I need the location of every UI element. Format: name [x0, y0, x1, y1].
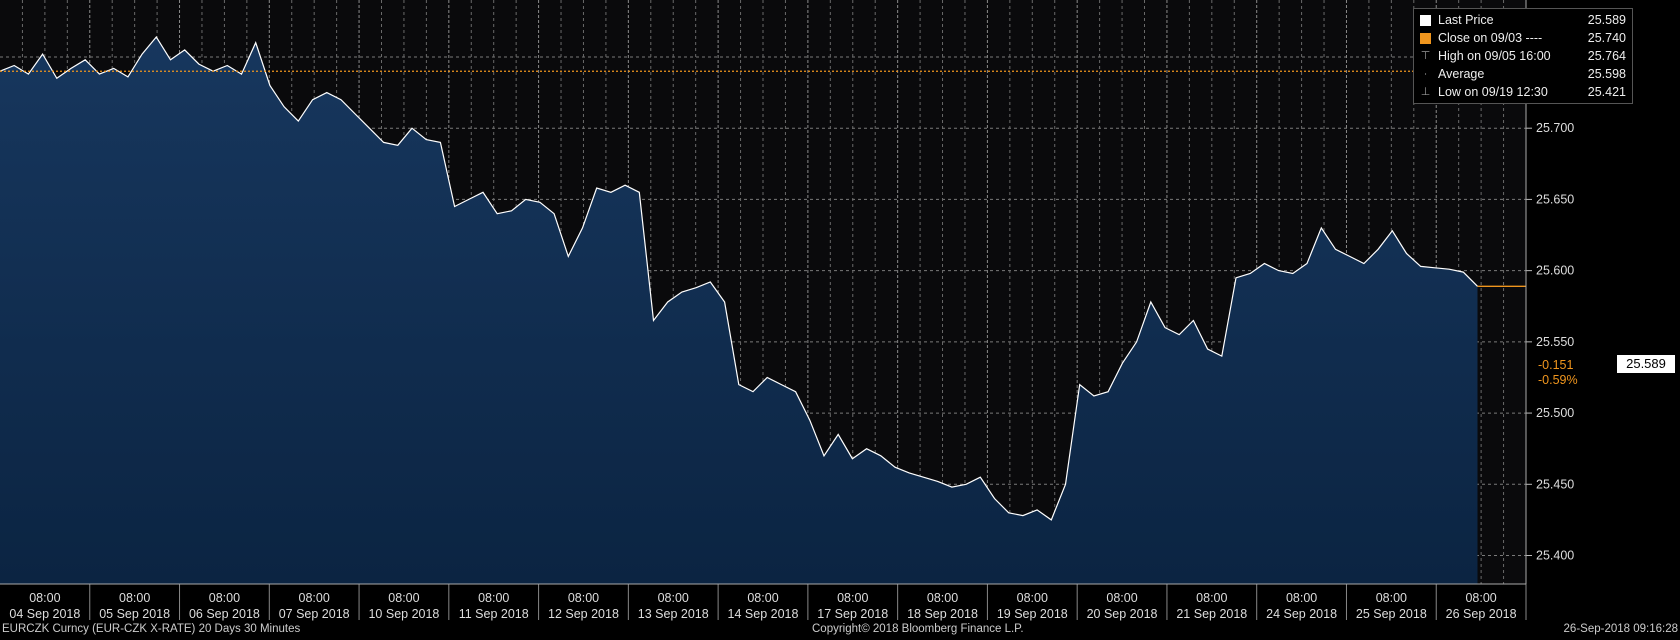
- x-tick-time: 08:00: [1465, 591, 1496, 605]
- x-tick-time: 08:00: [568, 591, 599, 605]
- x-tick-time: 08:00: [658, 591, 689, 605]
- x-tick-time: 08:00: [119, 591, 150, 605]
- x-tick-day: 07 Sep 2018: [279, 607, 350, 621]
- legend-item-last-price: Last Price 25.589: [1420, 13, 1626, 28]
- legend-item-high: ⊤ High on 09/05 16:00 25.764: [1420, 49, 1626, 64]
- legend-label: Average: [1438, 67, 1485, 81]
- change-absolute: -0.151: [1538, 358, 1574, 372]
- x-tick-day: 06 Sep 2018: [189, 607, 260, 621]
- legend-label: Last Price: [1438, 13, 1494, 27]
- x-tick-time: 08:00: [29, 591, 60, 605]
- legend-label: Low on 09/19 12:30: [1438, 85, 1548, 99]
- orange-square-icon: [1420, 33, 1431, 44]
- legend-item-low: ⊥ Low on 09/19 12:30 25.421: [1420, 85, 1626, 100]
- x-tick-time: 08:00: [927, 591, 958, 605]
- x-tick-time: 08:00: [837, 591, 868, 605]
- average-icon: ∙: [1423, 68, 1428, 80]
- x-tick-day: 13 Sep 2018: [638, 607, 709, 621]
- legend-label: Close on 09/03 ----: [1438, 31, 1543, 45]
- x-tick-day: 19 Sep 2018: [997, 607, 1068, 621]
- x-tick-day: 17 Sep 2018: [817, 607, 888, 621]
- high-icon: ⊤: [1420, 50, 1431, 62]
- white-square-icon: [1420, 15, 1431, 26]
- x-tick-day: 21 Sep 2018: [1176, 607, 1247, 621]
- x-tick-day: 05 Sep 2018: [99, 607, 170, 621]
- price-area-fill: [0, 37, 1478, 584]
- x-tick-time: 08:00: [1286, 591, 1317, 605]
- x-tick-day: 26 Sep 2018: [1446, 607, 1517, 621]
- reference-line: [0, 70, 1526, 287]
- price-area: [0, 35, 1478, 584]
- legend-item-average: ∙ Average 25.598: [1420, 67, 1626, 82]
- y-tick-label: 25.700: [1536, 121, 1574, 135]
- legend-item-close: Close on 09/03 ---- 25.740: [1420, 31, 1626, 46]
- x-tick-time: 08:00: [388, 591, 419, 605]
- low-icon: ⊥: [1420, 86, 1431, 98]
- footer-copyright: Copyright© 2018 Bloomberg Finance L.P.: [812, 623, 1024, 635]
- x-tick-day: 11 Sep 2018: [459, 607, 529, 621]
- y-tick-label: 25.500: [1536, 406, 1574, 420]
- legend-value: 25.421: [1587, 85, 1626, 99]
- x-tick-time: 08:00: [1196, 591, 1227, 605]
- y-tick-label: 25.450: [1536, 477, 1574, 491]
- x-tick-day: 12 Sep 2018: [548, 607, 619, 621]
- x-tick-day: 20 Sep 2018: [1087, 607, 1158, 621]
- x-tick-day: 18 Sep 2018: [907, 607, 978, 621]
- footer-security: EURCZK Curncy (EUR-CZK X-RATE) 20 Days 3…: [2, 623, 301, 635]
- legend-value: 25.598: [1587, 67, 1626, 81]
- x-tick-day: 24 Sep 2018: [1266, 607, 1337, 621]
- x-tick-time: 08:00: [478, 591, 509, 605]
- x-tick-day: 14 Sep 2018: [728, 607, 799, 621]
- x-tick-day: 04 Sep 2018: [9, 607, 80, 621]
- x-tick-time: 08:00: [1106, 591, 1137, 605]
- y-tick-label: 25.600: [1536, 264, 1574, 278]
- legend-value: 25.764: [1587, 49, 1626, 63]
- legend-value: 25.740: [1587, 31, 1626, 45]
- last-price-tag: 25.589: [1617, 355, 1675, 373]
- footer-timestamp: 26-Sep-2018 09:16:28: [1563, 623, 1678, 635]
- change-percent: -0.59%: [1538, 373, 1578, 387]
- y-tick-label: 25.550: [1536, 335, 1574, 349]
- y-tick-label: 25.400: [1536, 549, 1574, 563]
- x-tick-day: 10 Sep 2018: [368, 607, 439, 621]
- x-tick-time: 08:00: [747, 591, 778, 605]
- y-tick-label: 25.650: [1536, 192, 1574, 206]
- legend-label: High on 09/05 16:00: [1438, 49, 1551, 63]
- x-tick-day: 25 Sep 2018: [1356, 607, 1427, 621]
- x-tick-time: 08:00: [209, 591, 240, 605]
- axes: 25.75025.70025.65025.60025.55025.50025.4…: [0, 0, 1574, 621]
- price-line: [0, 35, 1478, 521]
- legend-value: 25.589: [1587, 13, 1626, 27]
- legend: Last Price 25.589 Close on 09/03 ---- 25…: [1413, 8, 1633, 104]
- x-tick-time: 08:00: [1376, 591, 1407, 605]
- x-tick-time: 08:00: [1017, 591, 1048, 605]
- x-tick-time: 08:00: [299, 591, 330, 605]
